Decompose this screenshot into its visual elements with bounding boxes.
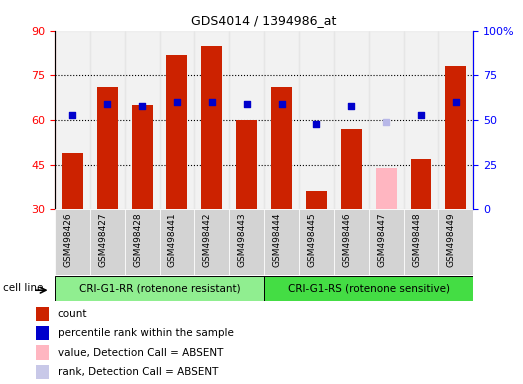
Bar <box>90 209 124 275</box>
Bar <box>36 306 50 321</box>
Text: cell line: cell line <box>3 283 43 293</box>
Text: GSM498449: GSM498449 <box>447 213 456 267</box>
Bar <box>132 105 153 209</box>
Bar <box>438 31 473 209</box>
Bar <box>97 87 118 209</box>
Text: rank, Detection Call = ABSENT: rank, Detection Call = ABSENT <box>58 367 218 377</box>
Bar <box>160 209 195 275</box>
Point <box>208 99 216 105</box>
Bar <box>36 345 50 360</box>
Bar <box>438 209 473 275</box>
Bar <box>299 209 334 275</box>
Text: GSM498442: GSM498442 <box>203 213 212 267</box>
Text: CRI-G1-RR (rotenone resistant): CRI-G1-RR (rotenone resistant) <box>78 284 241 294</box>
Bar <box>264 276 473 301</box>
Text: GSM498447: GSM498447 <box>377 213 386 267</box>
Bar <box>404 31 438 209</box>
Bar <box>201 46 222 209</box>
Text: GSM498443: GSM498443 <box>237 213 247 267</box>
Point <box>347 103 356 109</box>
Title: GDS4014 / 1394986_at: GDS4014 / 1394986_at <box>191 14 337 27</box>
Bar <box>62 153 83 209</box>
Bar <box>334 31 369 209</box>
Point <box>382 119 390 125</box>
Bar <box>271 87 292 209</box>
Text: GSM498446: GSM498446 <box>342 213 351 267</box>
Bar <box>411 159 431 209</box>
Point <box>173 99 181 105</box>
Text: GSM498426: GSM498426 <box>63 213 72 267</box>
Point <box>417 112 425 118</box>
Text: GSM498448: GSM498448 <box>412 213 421 267</box>
Bar <box>36 326 50 341</box>
Bar <box>376 168 396 209</box>
Text: count: count <box>58 309 87 319</box>
Bar <box>369 31 404 209</box>
Point <box>312 121 321 127</box>
Bar <box>166 55 187 209</box>
Bar <box>446 66 467 209</box>
Bar <box>124 209 160 275</box>
Bar <box>236 120 257 209</box>
Bar <box>229 209 264 275</box>
Text: CRI-G1-RS (rotenone sensitive): CRI-G1-RS (rotenone sensitive) <box>288 284 450 294</box>
Bar <box>195 209 229 275</box>
Bar <box>55 276 264 301</box>
Point <box>277 101 286 107</box>
Bar <box>264 31 299 209</box>
Bar <box>299 31 334 209</box>
Text: GSM498441: GSM498441 <box>168 213 177 267</box>
Bar <box>306 192 327 209</box>
Bar <box>124 31 160 209</box>
Point <box>103 101 111 107</box>
Bar <box>55 31 90 209</box>
Text: GSM498444: GSM498444 <box>272 213 281 267</box>
Text: GSM498428: GSM498428 <box>133 213 142 267</box>
Bar <box>369 209 404 275</box>
Bar <box>195 31 229 209</box>
Bar <box>404 209 438 275</box>
Point <box>68 112 76 118</box>
Text: GSM498427: GSM498427 <box>98 213 107 267</box>
Bar <box>160 31 195 209</box>
Bar <box>55 209 90 275</box>
Text: percentile rank within the sample: percentile rank within the sample <box>58 328 234 338</box>
Bar <box>229 31 264 209</box>
Text: GSM498445: GSM498445 <box>308 213 316 267</box>
Bar <box>36 365 50 379</box>
Point <box>138 103 146 109</box>
Bar <box>90 31 124 209</box>
Bar <box>334 209 369 275</box>
Point <box>452 99 460 105</box>
Bar <box>264 209 299 275</box>
Point <box>243 101 251 107</box>
Bar <box>341 129 362 209</box>
Text: value, Detection Call = ABSENT: value, Detection Call = ABSENT <box>58 348 223 358</box>
